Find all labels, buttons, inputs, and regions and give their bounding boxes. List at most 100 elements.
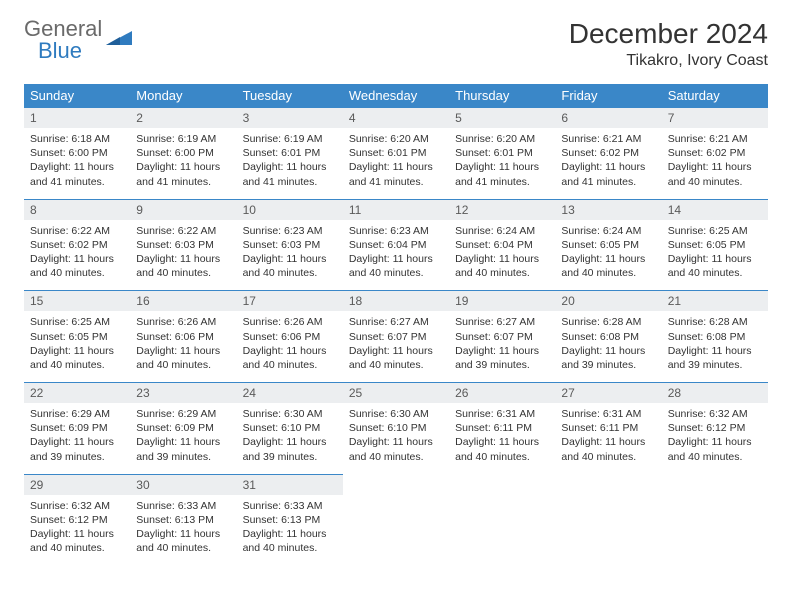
daylight-text: Daylight: 11 hours and 40 minutes. xyxy=(136,527,230,555)
day-details: Sunrise: 6:28 AMSunset: 6:08 PMDaylight:… xyxy=(555,311,661,382)
daylight-text: Daylight: 11 hours and 41 minutes. xyxy=(136,160,230,188)
sunset-text: Sunset: 6:03 PM xyxy=(243,238,337,252)
page-header: General Blue December 2024 Tikakro, Ivor… xyxy=(24,18,768,70)
calendar-day-cell xyxy=(662,474,768,565)
day-details: Sunrise: 6:33 AMSunset: 6:13 PMDaylight:… xyxy=(130,495,236,566)
empty-cell xyxy=(343,475,449,539)
sunset-text: Sunset: 6:11 PM xyxy=(455,421,549,435)
day-details: Sunrise: 6:30 AMSunset: 6:10 PMDaylight:… xyxy=(343,403,449,474)
day-number: 19 xyxy=(449,291,555,311)
sunset-text: Sunset: 6:12 PM xyxy=(668,421,762,435)
calendar-day-cell: 6Sunrise: 6:21 AMSunset: 6:02 PMDaylight… xyxy=(555,108,661,200)
calendar-week-row: 1Sunrise: 6:18 AMSunset: 6:00 PMDaylight… xyxy=(24,108,768,200)
sunrise-text: Sunrise: 6:32 AM xyxy=(30,499,124,513)
sunrise-text: Sunrise: 6:25 AM xyxy=(30,315,124,329)
calendar-day-cell: 12Sunrise: 6:24 AMSunset: 6:04 PMDayligh… xyxy=(449,199,555,291)
day-details: Sunrise: 6:22 AMSunset: 6:02 PMDaylight:… xyxy=(24,220,130,291)
daylight-text: Daylight: 11 hours and 40 minutes. xyxy=(243,527,337,555)
day-number: 3 xyxy=(237,108,343,128)
day-number: 7 xyxy=(662,108,768,128)
sunset-text: Sunset: 6:08 PM xyxy=(668,330,762,344)
logo: General Blue xyxy=(24,18,132,62)
sunset-text: Sunset: 6:01 PM xyxy=(455,146,549,160)
day-number: 10 xyxy=(237,200,343,220)
sunrise-text: Sunrise: 6:22 AM xyxy=(30,224,124,238)
day-details: Sunrise: 6:31 AMSunset: 6:11 PMDaylight:… xyxy=(449,403,555,474)
sunrise-text: Sunrise: 6:24 AM xyxy=(455,224,549,238)
sunrise-text: Sunrise: 6:32 AM xyxy=(668,407,762,421)
daylight-text: Daylight: 11 hours and 40 minutes. xyxy=(455,435,549,463)
day-number: 6 xyxy=(555,108,661,128)
calendar-day-cell: 19Sunrise: 6:27 AMSunset: 6:07 PMDayligh… xyxy=(449,291,555,383)
calendar-day-cell: 5Sunrise: 6:20 AMSunset: 6:01 PMDaylight… xyxy=(449,108,555,200)
calendar-day-cell: 13Sunrise: 6:24 AMSunset: 6:05 PMDayligh… xyxy=(555,199,661,291)
day-details: Sunrise: 6:21 AMSunset: 6:02 PMDaylight:… xyxy=(662,128,768,199)
sunrise-text: Sunrise: 6:25 AM xyxy=(668,224,762,238)
day-header-wednesday: Wednesday xyxy=(343,84,449,108)
sunset-text: Sunset: 6:07 PM xyxy=(455,330,549,344)
sunrise-text: Sunrise: 6:19 AM xyxy=(243,132,337,146)
sunrise-text: Sunrise: 6:31 AM xyxy=(455,407,549,421)
day-number: 16 xyxy=(130,291,236,311)
sunrise-text: Sunrise: 6:20 AM xyxy=(349,132,443,146)
day-details: Sunrise: 6:30 AMSunset: 6:10 PMDaylight:… xyxy=(237,403,343,474)
day-number: 2 xyxy=(130,108,236,128)
sunset-text: Sunset: 6:11 PM xyxy=(561,421,655,435)
day-number: 1 xyxy=(24,108,130,128)
daylight-text: Daylight: 11 hours and 40 minutes. xyxy=(30,527,124,555)
day-number: 15 xyxy=(24,291,130,311)
day-number: 4 xyxy=(343,108,449,128)
daylight-text: Daylight: 11 hours and 40 minutes. xyxy=(243,252,337,280)
calendar-day-cell: 21Sunrise: 6:28 AMSunset: 6:08 PMDayligh… xyxy=(662,291,768,383)
sunset-text: Sunset: 6:01 PM xyxy=(243,146,337,160)
sunset-text: Sunset: 6:02 PM xyxy=(30,238,124,252)
sunrise-text: Sunrise: 6:18 AM xyxy=(30,132,124,146)
day-number: 13 xyxy=(555,200,661,220)
day-details: Sunrise: 6:31 AMSunset: 6:11 PMDaylight:… xyxy=(555,403,661,474)
sunset-text: Sunset: 6:13 PM xyxy=(136,513,230,527)
calendar-day-cell: 11Sunrise: 6:23 AMSunset: 6:04 PMDayligh… xyxy=(343,199,449,291)
sunset-text: Sunset: 6:08 PM xyxy=(561,330,655,344)
daylight-text: Daylight: 11 hours and 41 minutes. xyxy=(455,160,549,188)
day-details: Sunrise: 6:27 AMSunset: 6:07 PMDaylight:… xyxy=(343,311,449,382)
month-title: December 2024 xyxy=(569,18,768,50)
day-details: Sunrise: 6:33 AMSunset: 6:13 PMDaylight:… xyxy=(237,495,343,566)
calendar-day-cell: 7Sunrise: 6:21 AMSunset: 6:02 PMDaylight… xyxy=(662,108,768,200)
calendar-day-cell: 10Sunrise: 6:23 AMSunset: 6:03 PMDayligh… xyxy=(237,199,343,291)
day-number: 18 xyxy=(343,291,449,311)
sunset-text: Sunset: 6:03 PM xyxy=(136,238,230,252)
sunrise-text: Sunrise: 6:29 AM xyxy=(30,407,124,421)
day-details: Sunrise: 6:26 AMSunset: 6:06 PMDaylight:… xyxy=(130,311,236,382)
daylight-text: Daylight: 11 hours and 39 minutes. xyxy=(455,344,549,372)
sunrise-text: Sunrise: 6:26 AM xyxy=(243,315,337,329)
sunset-text: Sunset: 6:10 PM xyxy=(349,421,443,435)
day-details: Sunrise: 6:18 AMSunset: 6:00 PMDaylight:… xyxy=(24,128,130,199)
calendar-body: 1Sunrise: 6:18 AMSunset: 6:00 PMDaylight… xyxy=(24,108,768,566)
calendar-day-cell xyxy=(449,474,555,565)
calendar-day-cell: 15Sunrise: 6:25 AMSunset: 6:05 PMDayligh… xyxy=(24,291,130,383)
calendar-day-cell: 18Sunrise: 6:27 AMSunset: 6:07 PMDayligh… xyxy=(343,291,449,383)
sunset-text: Sunset: 6:06 PM xyxy=(136,330,230,344)
sunrise-text: Sunrise: 6:23 AM xyxy=(349,224,443,238)
sunset-text: Sunset: 6:05 PM xyxy=(668,238,762,252)
daylight-text: Daylight: 11 hours and 39 minutes. xyxy=(561,344,655,372)
calendar-day-cell: 9Sunrise: 6:22 AMSunset: 6:03 PMDaylight… xyxy=(130,199,236,291)
day-details: Sunrise: 6:19 AMSunset: 6:01 PMDaylight:… xyxy=(237,128,343,199)
day-number: 12 xyxy=(449,200,555,220)
calendar-day-cell: 31Sunrise: 6:33 AMSunset: 6:13 PMDayligh… xyxy=(237,474,343,565)
sunrise-text: Sunrise: 6:24 AM xyxy=(561,224,655,238)
empty-cell xyxy=(449,475,555,539)
daylight-text: Daylight: 11 hours and 40 minutes. xyxy=(349,344,443,372)
sunset-text: Sunset: 6:09 PM xyxy=(30,421,124,435)
day-header-monday: Monday xyxy=(130,84,236,108)
day-number: 20 xyxy=(555,291,661,311)
calendar-day-cell: 30Sunrise: 6:33 AMSunset: 6:13 PMDayligh… xyxy=(130,474,236,565)
day-details: Sunrise: 6:22 AMSunset: 6:03 PMDaylight:… xyxy=(130,220,236,291)
daylight-text: Daylight: 11 hours and 41 minutes. xyxy=(243,160,337,188)
calendar-day-cell: 8Sunrise: 6:22 AMSunset: 6:02 PMDaylight… xyxy=(24,199,130,291)
daylight-text: Daylight: 11 hours and 39 minutes. xyxy=(668,344,762,372)
sunrise-text: Sunrise: 6:33 AM xyxy=(136,499,230,513)
sunrise-text: Sunrise: 6:27 AM xyxy=(349,315,443,329)
sunrise-text: Sunrise: 6:30 AM xyxy=(349,407,443,421)
day-details: Sunrise: 6:19 AMSunset: 6:00 PMDaylight:… xyxy=(130,128,236,199)
